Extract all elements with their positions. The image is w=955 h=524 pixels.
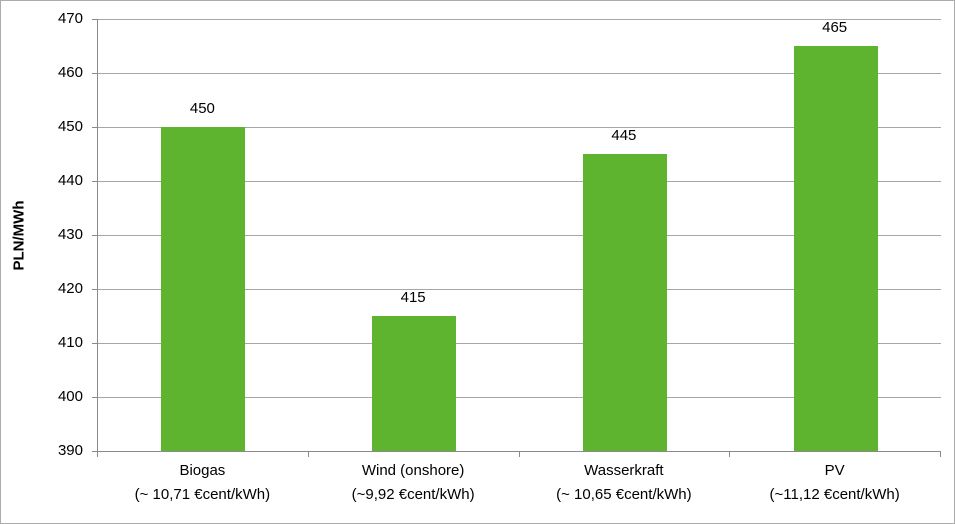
- y-axis-tick: [92, 289, 97, 290]
- gridline: [98, 397, 941, 398]
- y-axis-tick-label: 440: [57, 172, 83, 189]
- bar-wind-onshore: [372, 316, 457, 451]
- y-axis-tick-label: 460: [57, 64, 83, 81]
- bar-value-label: 465: [822, 19, 848, 36]
- y-axis-tick: [92, 451, 97, 452]
- bar-pv: [793, 46, 878, 451]
- category-sublabel: (~ 10,71 €cent/kWh): [134, 486, 271, 503]
- category-label: Biogas (~ 10,71 €cent/kWh): [97, 459, 308, 507]
- y-axis-tick: [92, 127, 97, 128]
- y-axis-tick-label: 400: [57, 388, 83, 405]
- category-label: Wasserkraft (~ 10,65 €cent/kWh): [519, 459, 730, 507]
- category-name: Wasserkraft: [584, 462, 664, 479]
- y-axis-tick: [92, 235, 97, 236]
- bar-biogas: [161, 127, 246, 451]
- x-axis-tick: [97, 452, 98, 457]
- y-axis-tick-label: 390: [57, 442, 83, 459]
- gridline: [98, 235, 941, 236]
- y-axis-tick-label: 420: [57, 280, 83, 297]
- plot-area: [97, 19, 941, 452]
- bar-value-label: 450: [189, 100, 215, 117]
- category-name: Biogas: [179, 462, 226, 479]
- gridline: [98, 181, 941, 182]
- bar-wasserkraft: [582, 154, 667, 451]
- category-sublabel: (~ 10,65 €cent/kWh): [556, 486, 692, 503]
- bar-value-label: 415: [400, 289, 426, 306]
- y-axis-tick-label: 430: [57, 226, 83, 243]
- y-axis-tick-label: 410: [57, 334, 83, 351]
- gridline: [98, 73, 941, 74]
- category-sublabel: (~11,12 €cent/kWh): [769, 486, 900, 503]
- category-sublabel: (~9,92 €cent/kWh): [351, 486, 475, 503]
- y-axis-tick-label: 470: [57, 10, 83, 27]
- x-axis-tick: [940, 452, 941, 457]
- bar-value-label: 445: [611, 127, 637, 144]
- x-axis-tick: [308, 452, 309, 457]
- gridline: [98, 127, 941, 128]
- gridline: [98, 19, 941, 20]
- category-label: PV (~11,12 €cent/kWh): [729, 459, 940, 507]
- x-axis-tick: [519, 452, 520, 457]
- y-axis-tick: [92, 343, 97, 344]
- y-axis-tick: [92, 19, 97, 20]
- y-axis-tick: [92, 73, 97, 74]
- category-label: Wind (onshore) (~9,92 €cent/kWh): [308, 459, 519, 507]
- y-axis-tick: [92, 397, 97, 398]
- gridline: [98, 289, 941, 290]
- category-name: Wind (onshore): [361, 462, 465, 479]
- gridline: [98, 343, 941, 344]
- x-axis-tick: [729, 452, 730, 457]
- y-axis-tick-label: 450: [57, 118, 83, 135]
- y-axis-tick: [92, 181, 97, 182]
- category-name: PV: [824, 462, 845, 479]
